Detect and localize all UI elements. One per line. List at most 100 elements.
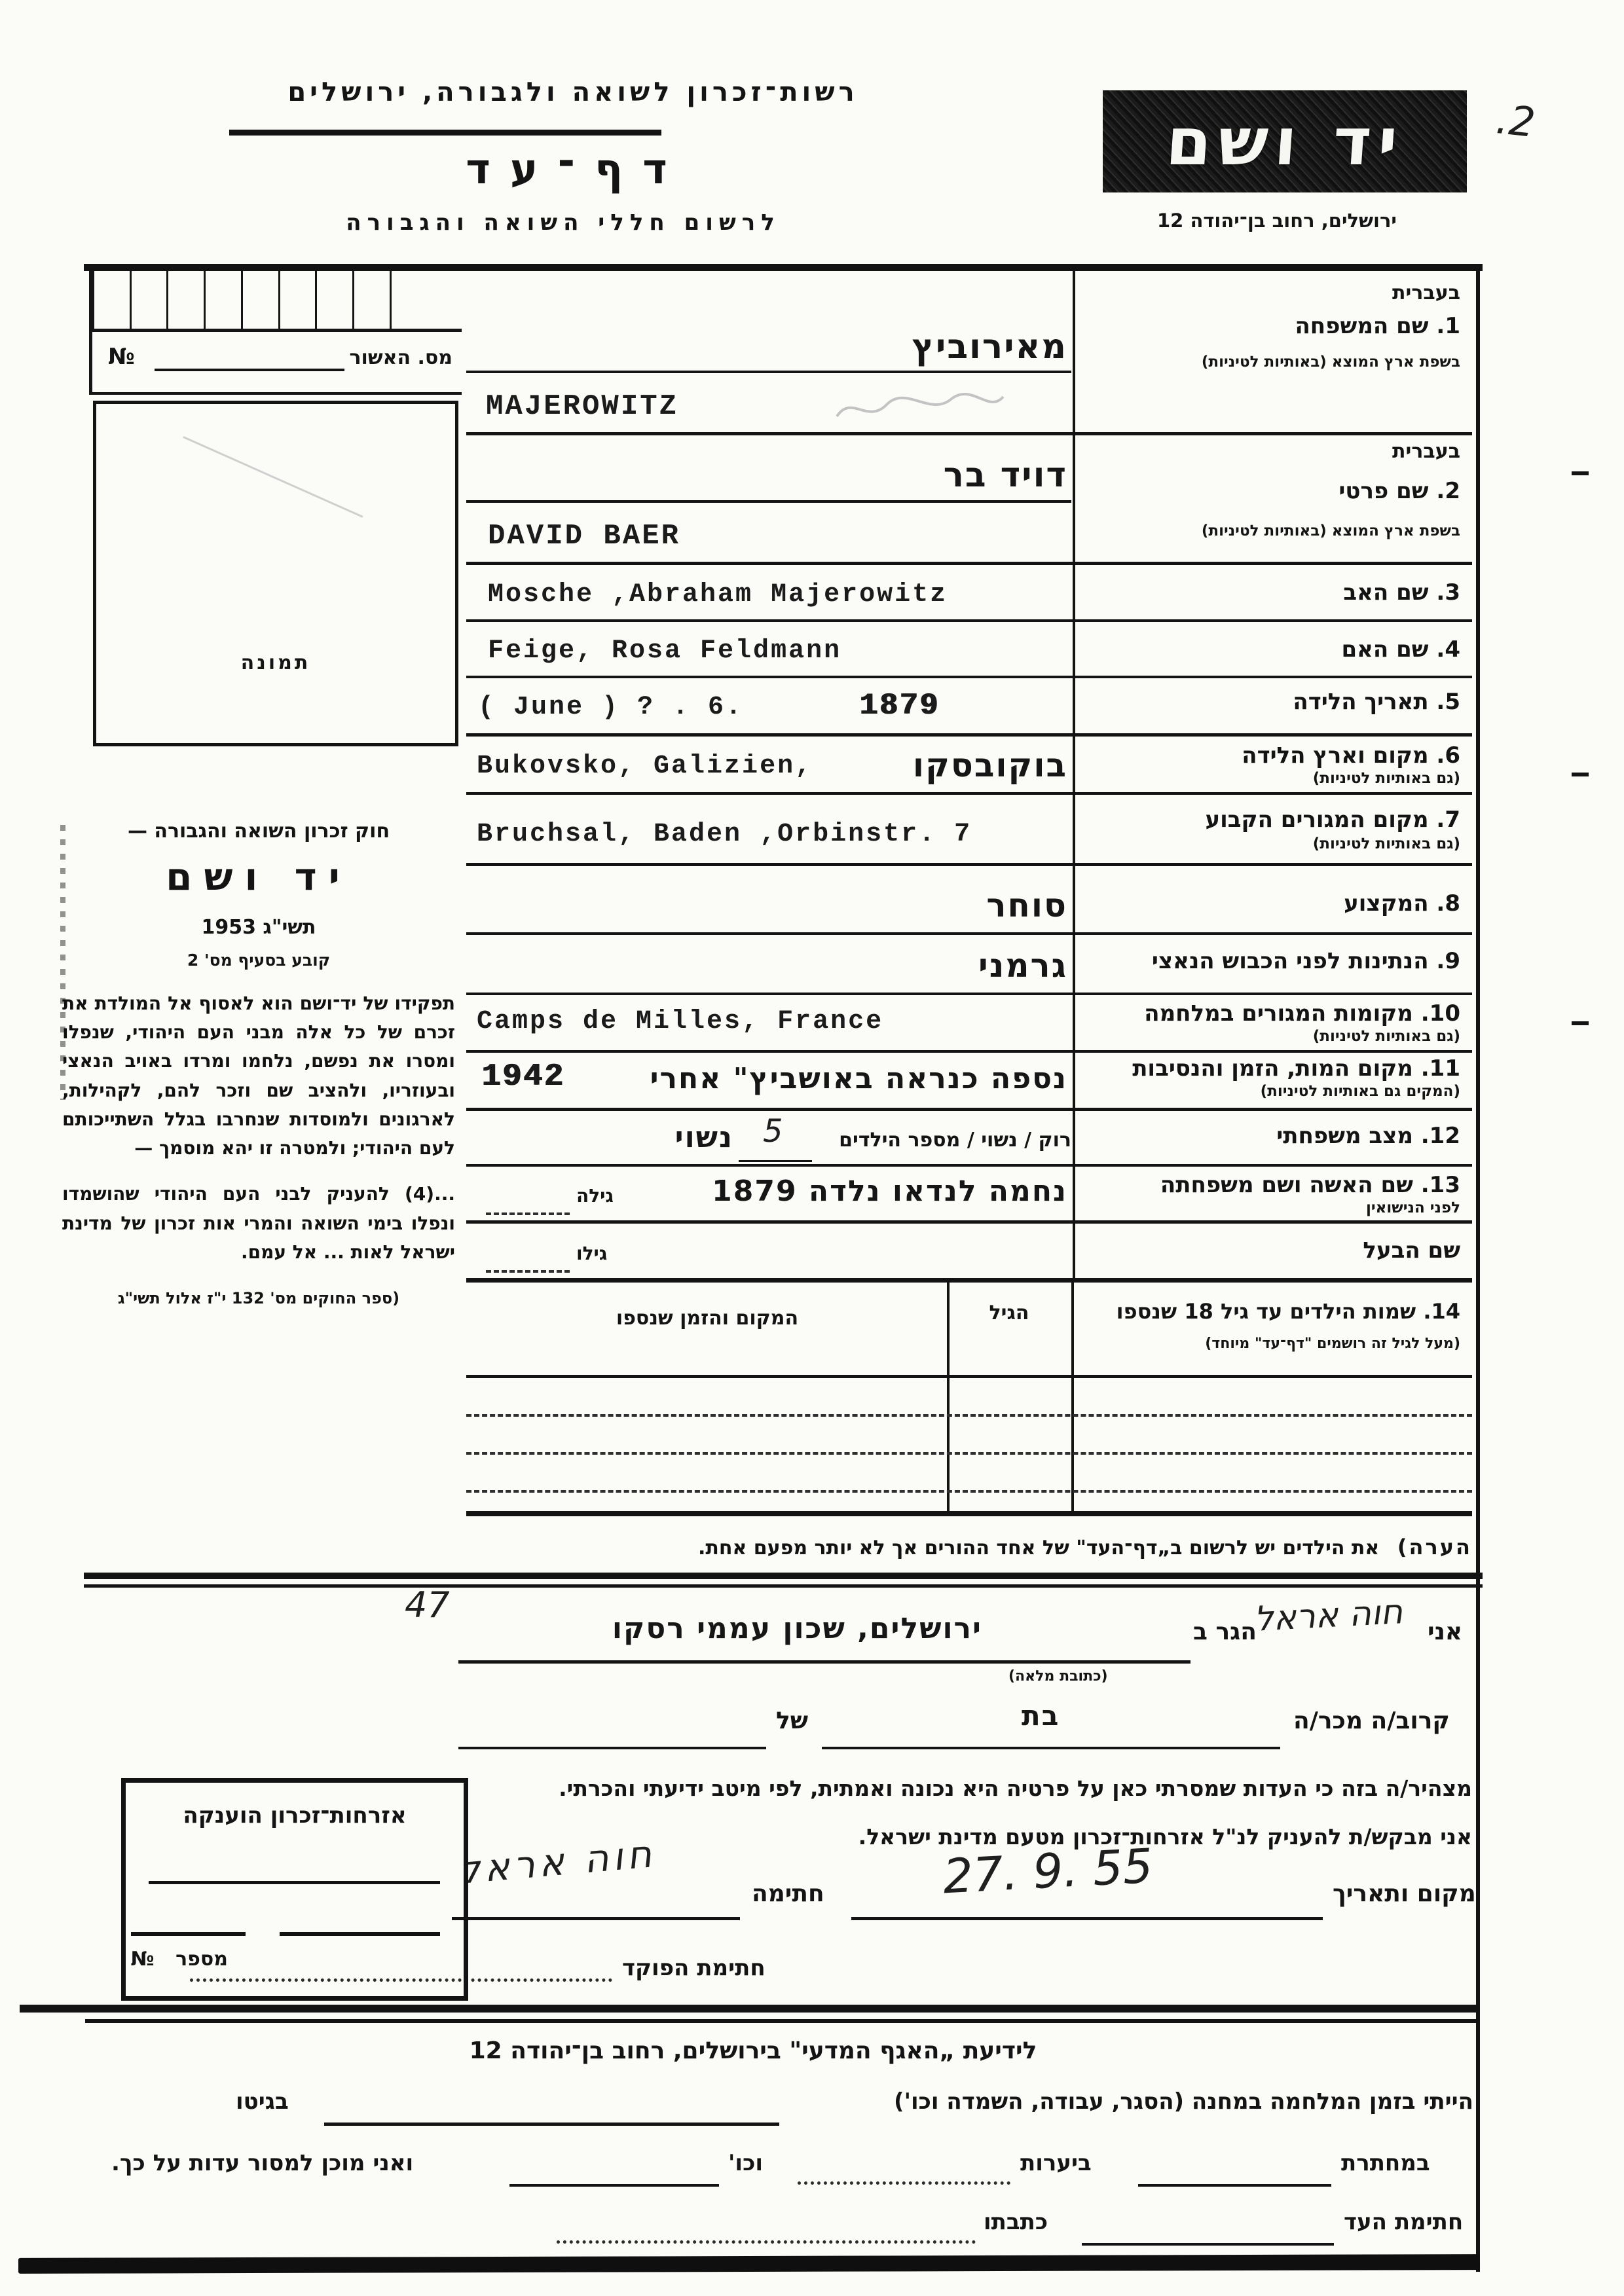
note-text: את הילדים יש לרשום ב„דף־העד" של אחד ההור… <box>697 1537 1380 1559</box>
column-age-header: הגיל <box>989 1302 1029 1324</box>
rule-2b <box>466 562 1472 565</box>
main-box-bottom-border-2 <box>84 1584 1483 1588</box>
citizenship-stamp-box: אזרחות־זכרון הוענקה מספר № <box>121 1778 468 2001</box>
rule-1b <box>466 432 1472 435</box>
address-typed: ירושלים, שכון עממי רסקו <box>612 1612 982 1645</box>
field7-label: 7. מקום המגורים הקבוע <box>1205 807 1460 833</box>
law-title: חוק זכרון השואה והגבורה — <box>127 820 390 843</box>
husband-label: שם הבעל <box>1363 1237 1460 1264</box>
logo-text: יד ושם <box>1163 103 1407 180</box>
table-bottom-border <box>466 1511 1472 1516</box>
declarant-name-handwritten: חוה אראל <box>1253 1592 1404 1639</box>
marital-options: רוק / נשוי / מספר הילדים <box>839 1129 1071 1152</box>
photo-label: תמונה <box>240 651 311 674</box>
stamp-number-label: מספר № <box>131 1948 228 1971</box>
field8-label: 8. המקצוע <box>1344 890 1460 917</box>
address-line <box>458 1660 1190 1664</box>
residence-value: Bruchsal, Baden ,Orbinstr. 7 <box>477 820 972 849</box>
witness-address-label: כתבתו <box>984 2209 1048 2235</box>
field6-label: 6. מקום וארץ הלידה <box>1242 742 1460 769</box>
cell <box>352 271 390 329</box>
relation-typed: בת <box>1022 1700 1060 1732</box>
citizenship-value: גרמני <box>978 947 1067 985</box>
profession-value: סוחר <box>986 886 1067 924</box>
etc-label: וכו' <box>728 2150 764 2176</box>
scan-artifact <box>1572 1021 1589 1025</box>
of-label: של <box>776 1707 809 1734</box>
rule-1a <box>466 371 1071 373</box>
underground-label: במחתרת <box>1341 2150 1430 2176</box>
witness-address-line <box>557 2240 976 2244</box>
rule-8 <box>466 932 1472 935</box>
law-name: יד ושם <box>166 854 352 899</box>
photo-box: תמונה <box>93 401 458 746</box>
table-divider-age-right <box>1071 1278 1074 1514</box>
birthplace-latin: Bukovsko, Galizien, <box>477 752 813 781</box>
marital-status-typed: נשוי <box>674 1121 733 1154</box>
yad-vashem-logo: יד ושם <box>1103 90 1467 192</box>
table-row-line <box>466 1452 1472 1455</box>
relative-label: קרוב/ה מכר/ה <box>1293 1707 1450 1734</box>
table-divider-age-left <box>947 1278 950 1514</box>
witness-signature-line <box>1082 2243 1334 2246</box>
page-title: דף־עד <box>466 145 687 194</box>
death-place-value: נספה כנראה באושביץ" אחרי <box>650 1062 1067 1095</box>
camp-question-label: הייתי בזמן המלחמה במחנה (הסגר, עבודה, הש… <box>894 2088 1473 2115</box>
family-name-hebrew: מאירוביץ <box>912 327 1067 367</box>
field2-label: 2. שם פרטי <box>1338 478 1460 504</box>
children-table-sublabel: (מעל לגיל זה רושמים "דף־עד" מיוחד) <box>1205 1336 1460 1352</box>
mother-name-value: Feige, Rosa Feldmann <box>488 636 842 666</box>
field11-label: 11. מקום המות, הזמן והנסיבות <box>1132 1055 1460 1082</box>
rule-6 <box>466 792 1472 795</box>
approval-no-symbol: № <box>108 344 135 370</box>
rule-10 <box>466 1050 1472 1053</box>
main-box-bottom-border-1 <box>84 1573 1483 1579</box>
law-source: (ספר החוקים מס' 132 י"ז אלול תשי"ג <box>117 1289 400 1308</box>
family-name-latin: MAJEROWITZ <box>486 390 679 423</box>
signature-label: חתימה <box>752 1880 824 1907</box>
death-year-value: 1942 <box>481 1059 565 1095</box>
date-line <box>851 1917 1323 1920</box>
scan-right-edge <box>1476 264 1480 2272</box>
first-name-latin: DAVID BAER <box>488 520 681 553</box>
children-table-label: 14. שמות הילדים עד גיל 18 שנספו <box>1116 1299 1460 1324</box>
scan-artifact <box>1572 773 1589 776</box>
law-clause: קובע בסעיף מס' 2 <box>187 951 331 970</box>
rule-2a <box>466 500 1071 503</box>
testify-label: ואני מוכן למסור עדות על כך. <box>111 2150 414 2176</box>
serial-number-cells <box>89 271 462 332</box>
birth-date-value: ( June ) ? . 6. <box>478 693 744 722</box>
field10-label: 10. מקומות המגורים במלחמה <box>1144 1000 1460 1027</box>
witness-signature-label: חתימת העד <box>1344 2209 1464 2235</box>
note-label: הערה) <box>1397 1535 1472 1559</box>
relation-line <box>822 1747 1280 1749</box>
law-paragraph-1: תפקידו של יד־ושם הוא לאסוף אל המולדת את … <box>62 993 455 1159</box>
stamp-line-2a <box>131 1932 246 1936</box>
stamp-number-text: מספר <box>175 1948 228 1971</box>
handwritten-page-number: 2. <box>1494 95 1538 147</box>
cell <box>426 271 462 329</box>
forests-line <box>798 2181 1010 2185</box>
page-subtitle: לרשום חללי השואה והגבורה <box>346 210 781 236</box>
cell <box>240 271 278 329</box>
rule-7 <box>466 863 1472 866</box>
clerk-signature-line <box>190 1978 612 1982</box>
approval-label: מס. האשור <box>349 346 453 369</box>
office-address: ירושלים, רחוב בן־יהודה 12 <box>1157 210 1397 232</box>
field2-lang-label: בעברית <box>1392 440 1460 463</box>
section-separator-1 <box>20 2005 1480 2013</box>
stamp-line-1 <box>149 1881 440 1884</box>
main-box-top-border <box>84 264 1483 271</box>
children-count-line <box>739 1160 812 1162</box>
resides-label: הגר ב <box>1193 1618 1257 1645</box>
law-year: תשי"ג 1953 <box>201 916 316 939</box>
wife-age-label: גילה <box>576 1185 614 1207</box>
field6-sublabel: (גם באותיות לטיניות) <box>1312 770 1460 787</box>
wartime-places-value: Camps de Milles, France <box>477 1007 884 1036</box>
forests-label: ביערות <box>1020 2150 1092 2176</box>
birthplace-hebrew: בוקובסקו <box>912 746 1067 784</box>
first-name-hebrew: דויד בר <box>943 456 1067 495</box>
field1-sublabel: בשפת ארץ המוצא (באותיות לטיניות) <box>1201 354 1460 371</box>
table-header-underline <box>466 1375 1472 1378</box>
